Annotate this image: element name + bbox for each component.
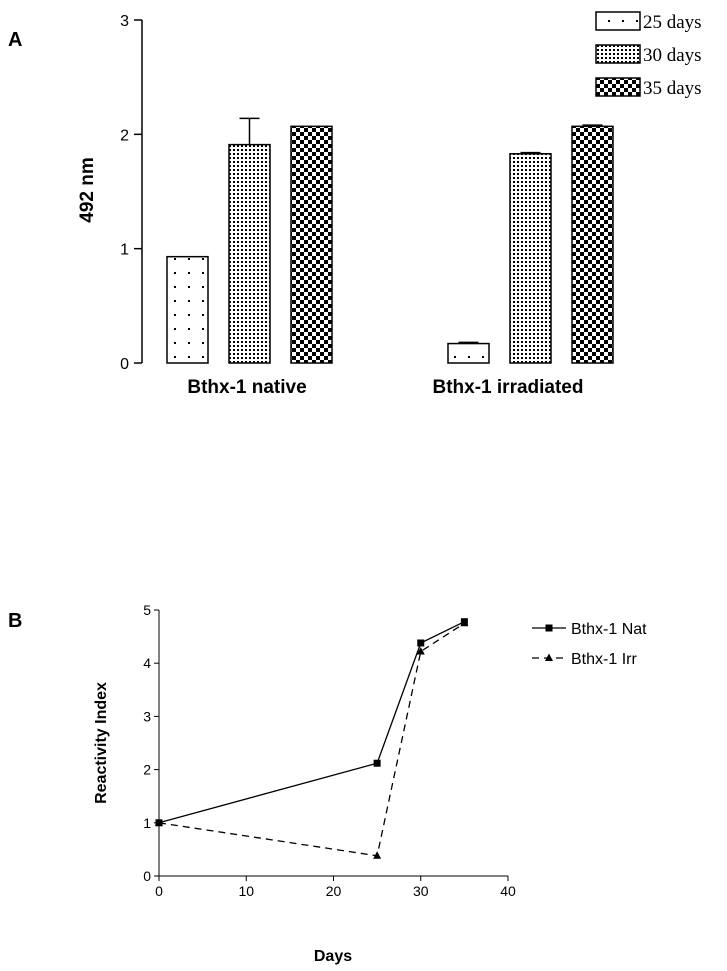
y-axis-label: Reactivity Index (93, 682, 110, 804)
y-tick-label: 1 (143, 815, 151, 831)
data-point-square (373, 759, 381, 767)
x-tick-label: 40 (500, 883, 516, 899)
panel-label-b: B (8, 610, 22, 632)
bar (228, 143, 271, 364)
data-point-triangle (545, 653, 553, 661)
y-tick-label: 3 (120, 13, 129, 30)
y-tick-label: 0 (143, 868, 151, 884)
data-point-triangle (460, 618, 469, 627)
legend-label: Bthx-1 Irr (571, 651, 637, 668)
bar (571, 125, 614, 364)
bar (290, 125, 333, 364)
panel-label-a: A (8, 29, 22, 51)
line-chart-legend: Bthx-1 Nat Bthx-1 Irr (532, 621, 647, 668)
legend-swatch (595, 44, 641, 64)
data-point-triangle (155, 818, 163, 826)
legend-label: 35 days (643, 78, 702, 99)
category-label: Bthx-1 irradiated (433, 377, 584, 398)
y-tick-label: 0 (120, 356, 129, 373)
x-axis-label: Days (314, 948, 352, 965)
bar (447, 342, 490, 364)
line-chart-panel-b: B 0 1 2 3 4 5 0 10 20 30 40 Reactivity Index Days Bt… (0, 585, 727, 971)
y-tick-label: 2 (120, 127, 129, 144)
bar-chart-bars (166, 117, 614, 364)
data-point-square (417, 639, 425, 647)
bar (166, 255, 209, 364)
x-tick-label: 30 (413, 883, 429, 899)
category-label: Bthx-1 native (187, 377, 306, 398)
y-tick-label: 4 (143, 655, 151, 671)
legend-label: 30 days (643, 45, 702, 66)
y-tick-label: 1 (120, 242, 129, 259)
y-axis-label: 492 nm (77, 157, 98, 222)
data-point-triangle (416, 646, 425, 655)
x-tick-label: 0 (155, 883, 163, 899)
series-line-solid (158, 621, 465, 824)
bar-chart-svg: A 0 1 2 3 492 nm Bthx-1 native Bthx-1 irradiat… (8, 11, 702, 398)
x-tick-label: 10 (238, 883, 254, 899)
legend-swatch (595, 77, 641, 97)
x-tick-label: 20 (326, 883, 342, 899)
line-chart-axes: 0 1 2 3 4 5 0 10 20 30 40 Reactivity Index Days (93, 602, 516, 965)
legend-label: 25 days (643, 12, 702, 33)
line-chart-series (155, 618, 469, 859)
bar-chart-axes: 0 1 2 3 492 nm Bthx-1 native Bthx-1 irradiated (77, 13, 583, 398)
data-point-triangle (373, 851, 382, 859)
line-chart-svg: B 0 1 2 3 4 5 0 10 20 30 40 Reactivity Index Days Bt… (8, 602, 647, 965)
legend-label: Bthx-1 Nat (571, 621, 647, 638)
legend-swatch (595, 11, 641, 31)
y-tick-label: 3 (143, 708, 151, 724)
bar (509, 153, 552, 364)
data-point-square (545, 624, 553, 632)
bar-chart-panel-a: A 0 1 2 3 492 nm Bthx-1 native Bthx-1 irradiat… (0, 0, 727, 420)
y-tick-label: 5 (143, 602, 151, 618)
y-tick-label: 2 (143, 762, 151, 778)
bar-chart-legend: 25 days 30 days 35 days (595, 11, 702, 99)
series-line-dashed (158, 622, 465, 857)
